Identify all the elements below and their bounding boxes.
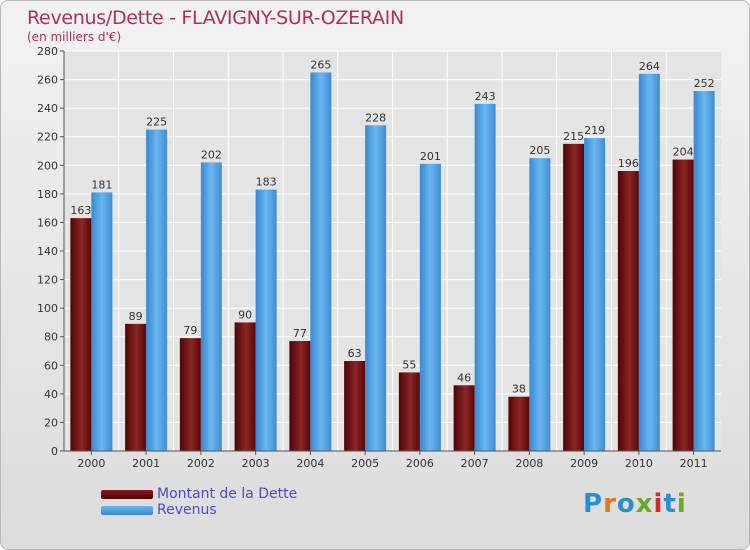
logo-letter: r xyxy=(603,489,617,519)
bar-debt xyxy=(508,396,530,451)
bar-revenus xyxy=(91,192,113,451)
y-tick-label: 80 xyxy=(44,331,58,344)
bar-debt xyxy=(289,341,311,451)
x-tick-label: 2000 xyxy=(77,457,105,470)
logo-letter: x xyxy=(635,489,654,519)
chart-title: Revenus/Dette - FLAVIGNY-SUR-OZERAIN xyxy=(27,7,404,29)
proxiti-logo: Proxiti xyxy=(583,489,687,519)
data-label-debt: 196 xyxy=(618,157,639,170)
data-label-debt: 46 xyxy=(457,371,471,384)
y-tick-label: 140 xyxy=(37,245,58,258)
data-label-revenus: 202 xyxy=(201,148,222,161)
y-tick-label: 160 xyxy=(37,216,58,229)
bar-revenus xyxy=(146,129,168,452)
data-label-revenus: 181 xyxy=(91,178,112,191)
bar-debt xyxy=(234,322,256,451)
data-label-debt: 90 xyxy=(238,308,252,321)
y-tick-label: 240 xyxy=(37,102,58,115)
legend-label-debt: Montant de la Dette xyxy=(157,486,298,502)
y-tick-label: 20 xyxy=(44,416,58,429)
y-tick-label: 260 xyxy=(37,74,58,87)
bar-revenus xyxy=(310,72,332,451)
chart-subtitle: (en milliers d'€) xyxy=(27,30,122,44)
bar-debt xyxy=(453,385,475,451)
data-label-revenus: 219 xyxy=(584,124,605,137)
y-tick-label: 280 xyxy=(37,45,58,58)
bar-revenus xyxy=(474,103,496,451)
logo-letter: i xyxy=(653,489,664,519)
y-tick-label: 0 xyxy=(51,445,58,458)
y-tick-label: 200 xyxy=(37,159,58,172)
data-label-revenus: 205 xyxy=(529,144,550,157)
bar-revenus xyxy=(529,158,551,451)
data-label-debt: 89 xyxy=(129,310,143,323)
data-label-revenus: 243 xyxy=(475,90,496,103)
x-tick-label: 2011 xyxy=(680,457,708,470)
bar-debt xyxy=(179,338,201,451)
y-tick-label: 100 xyxy=(37,302,58,315)
bar-revenus xyxy=(365,125,387,452)
x-tick-label: 2010 xyxy=(625,457,653,470)
y-tick-label: 40 xyxy=(44,388,58,401)
data-label-debt: 79 xyxy=(183,324,197,337)
x-tick-label: 2007 xyxy=(461,457,489,470)
bar-revenus xyxy=(255,189,277,452)
y-tick-label: 60 xyxy=(44,359,58,372)
data-label-revenus: 201 xyxy=(420,150,441,163)
legend-swatch-debt xyxy=(101,490,153,499)
logo-letter: i xyxy=(676,489,687,519)
bars xyxy=(70,72,715,452)
data-label-debt: 215 xyxy=(563,130,584,143)
y-tick-label: 120 xyxy=(37,274,58,287)
data-label-debt: 77 xyxy=(293,327,307,340)
bar-revenus xyxy=(200,162,222,451)
axes: 0 20 40 60 80 100 120 140 160 180 200 220 240 260 280 2… xyxy=(37,45,721,470)
legend-label-revenus: Revenus xyxy=(157,502,217,518)
bar-debt xyxy=(344,361,366,451)
bar-debt xyxy=(398,372,420,451)
x-tick-label: 2009 xyxy=(570,457,598,470)
logo-letter: P xyxy=(583,489,604,519)
x-tick-label: 2005 xyxy=(351,457,379,470)
data-label-debt: 204 xyxy=(673,146,694,159)
data-label-debt: 38 xyxy=(512,383,526,396)
bar-debt xyxy=(563,143,585,451)
data-label-revenus: 225 xyxy=(146,116,167,129)
bar-debt xyxy=(617,171,639,451)
x-tick-label: 2008 xyxy=(515,457,543,470)
bar-debt xyxy=(672,159,694,452)
data-label-debt: 163 xyxy=(70,204,91,217)
grid-lines xyxy=(64,50,721,452)
legend-swatch-revenus xyxy=(101,506,153,515)
bar-revenus xyxy=(693,91,715,451)
x-tick-label: 2003 xyxy=(242,457,270,470)
bar-revenus xyxy=(584,138,606,451)
bar-revenus xyxy=(638,73,660,451)
y-tick-label: 220 xyxy=(37,131,58,144)
x-tick-label: 2006 xyxy=(406,457,434,470)
data-label-debt: 63 xyxy=(348,347,362,360)
bar-revenus xyxy=(419,163,441,451)
data-label-revenus: 252 xyxy=(694,77,715,90)
bar-debt xyxy=(70,218,92,451)
logo-letter: t xyxy=(663,489,677,519)
data-label-debt: 55 xyxy=(402,358,416,371)
data-label-revenus: 265 xyxy=(310,58,331,71)
data-label-revenus: 264 xyxy=(639,60,660,73)
y-tick-label: 180 xyxy=(37,188,58,201)
x-tick-label: 2002 xyxy=(187,457,215,470)
x-tick-label: 2004 xyxy=(296,457,324,470)
bar-debt xyxy=(125,323,147,451)
data-label-revenus: 183 xyxy=(256,176,277,189)
data-label-revenus: 228 xyxy=(365,111,386,124)
logo-letter: o xyxy=(616,489,636,519)
x-tick-label: 2001 xyxy=(132,457,160,470)
